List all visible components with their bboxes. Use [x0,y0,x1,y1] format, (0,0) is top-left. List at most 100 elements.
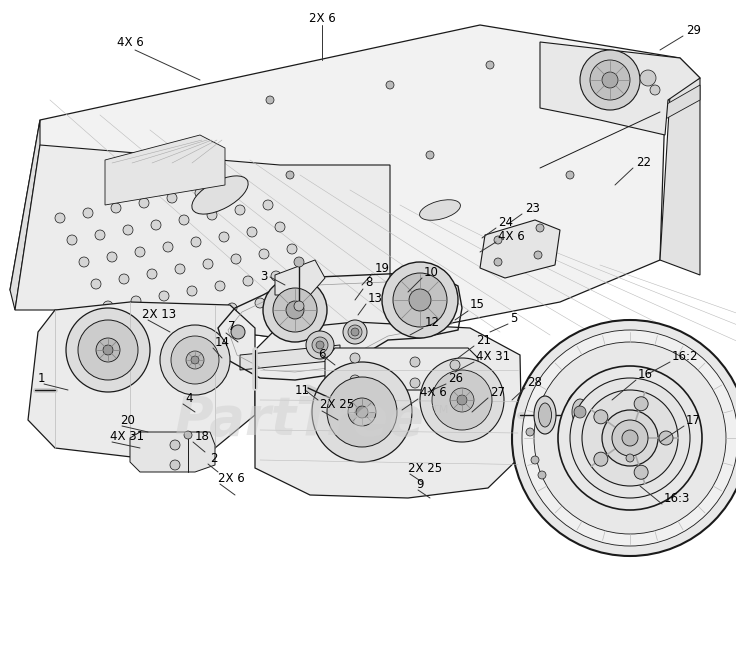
Polygon shape [130,432,215,472]
Circle shape [531,456,539,464]
Text: 18: 18 [195,429,210,442]
Circle shape [171,336,219,384]
Circle shape [203,259,213,269]
Circle shape [350,375,360,385]
Circle shape [294,257,304,267]
Circle shape [247,227,257,237]
Circle shape [171,313,181,323]
Circle shape [494,258,502,266]
Polygon shape [105,135,225,205]
Circle shape [123,225,133,235]
Circle shape [534,251,542,259]
Text: 1: 1 [38,372,46,384]
Ellipse shape [572,399,588,425]
Circle shape [566,171,574,179]
Circle shape [393,273,447,327]
Polygon shape [660,78,700,275]
Text: 2: 2 [210,452,218,464]
Circle shape [457,395,467,405]
Circle shape [348,325,362,339]
Text: 16: 16 [638,368,653,380]
Circle shape [273,288,317,332]
Circle shape [294,301,304,311]
Circle shape [312,362,412,462]
Text: 8: 8 [365,276,372,290]
Circle shape [410,357,420,367]
Circle shape [191,237,201,247]
Circle shape [634,465,648,479]
Circle shape [534,342,726,534]
Text: 9: 9 [416,478,423,491]
Circle shape [612,420,648,456]
Polygon shape [240,345,340,370]
Circle shape [83,208,93,218]
Circle shape [275,222,285,232]
Circle shape [184,431,192,439]
Text: 15: 15 [470,298,485,312]
Text: 4X 6: 4X 6 [420,386,447,399]
Text: 3: 3 [261,271,268,284]
Circle shape [66,308,150,392]
Text: 13: 13 [368,292,383,304]
Circle shape [351,328,359,336]
Circle shape [316,341,324,349]
Text: 7: 7 [228,321,236,333]
Text: 2X 25: 2X 25 [320,398,354,411]
Circle shape [582,390,678,486]
Circle shape [486,61,494,69]
Text: TM: TM [432,405,448,415]
Circle shape [432,370,492,430]
Circle shape [263,200,273,210]
Circle shape [622,430,638,446]
Circle shape [594,452,608,466]
Circle shape [574,406,586,418]
Circle shape [306,331,334,359]
Text: 23: 23 [525,202,540,214]
Circle shape [160,325,230,395]
Text: 16:2: 16:2 [672,349,698,362]
Circle shape [139,198,149,208]
Circle shape [223,183,233,193]
Circle shape [386,81,394,89]
Circle shape [195,188,205,198]
Circle shape [170,440,180,450]
Circle shape [175,264,185,274]
Circle shape [634,396,648,411]
Circle shape [271,271,281,281]
Circle shape [426,151,434,159]
Circle shape [626,454,634,462]
Circle shape [219,232,229,242]
Text: 12: 12 [425,315,440,329]
Circle shape [255,298,265,308]
Circle shape [526,428,534,436]
Circle shape [450,388,474,412]
Circle shape [312,337,328,353]
Circle shape [179,215,189,225]
Circle shape [231,254,241,264]
Circle shape [287,244,297,254]
Circle shape [199,308,209,318]
Text: PartTree: PartTree [175,394,425,446]
Polygon shape [10,120,40,310]
Circle shape [186,351,204,369]
Circle shape [494,236,502,244]
Circle shape [95,230,105,240]
Text: 24: 24 [498,216,513,228]
Ellipse shape [192,176,248,214]
Polygon shape [28,302,255,458]
Circle shape [343,320,367,344]
Text: 17: 17 [686,413,701,427]
Circle shape [327,377,397,447]
Circle shape [266,96,274,104]
Text: 4X 6: 4X 6 [116,36,144,48]
Text: 4X 31: 4X 31 [476,349,510,362]
Text: 22: 22 [636,155,651,169]
Circle shape [558,366,702,510]
Circle shape [512,320,736,556]
Text: 27: 27 [490,386,505,398]
Circle shape [580,50,640,110]
Circle shape [147,269,157,279]
Polygon shape [325,348,478,390]
Text: 21: 21 [476,333,491,347]
Text: 19: 19 [375,261,390,274]
